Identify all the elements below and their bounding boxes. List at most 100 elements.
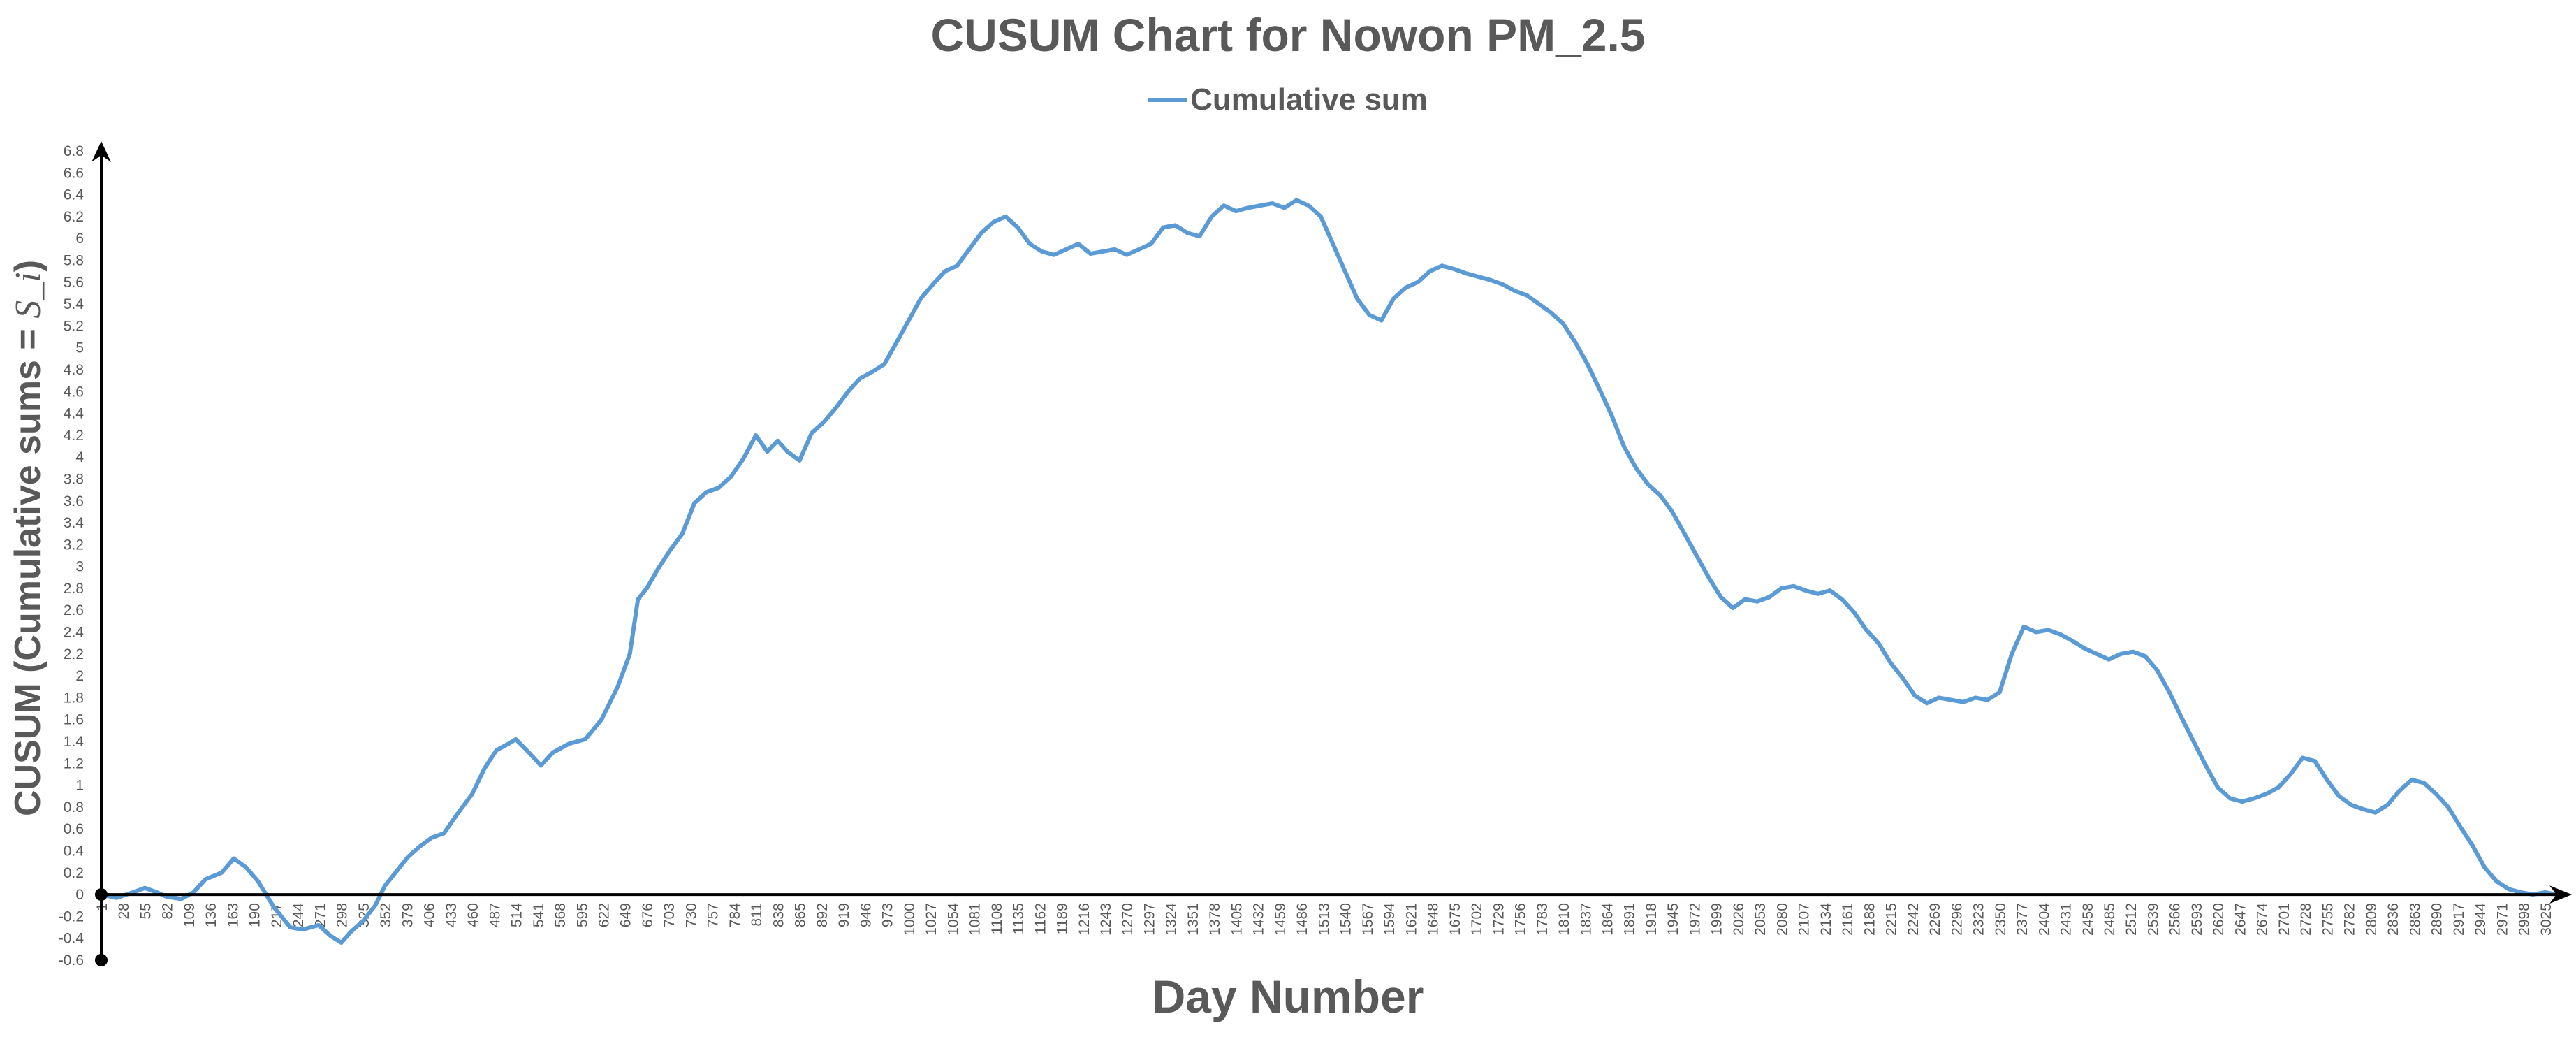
x-tick-label: 1054 — [945, 903, 961, 936]
x-tick-label: 271 — [312, 903, 328, 927]
x-tick-label: 676 — [640, 903, 656, 927]
x-tick-label: 784 — [727, 903, 743, 927]
x-tick-label: 1972 — [1687, 903, 1703, 936]
x-tick-label: 568 — [552, 903, 569, 927]
y-tick-label: 3.8 — [64, 471, 84, 487]
x-tick-label: 2809 — [2364, 903, 2380, 936]
y-tick-label: -0.4 — [59, 931, 85, 947]
x-tick-label: 2512 — [2123, 903, 2139, 936]
y-tick-label: 5.8 — [64, 252, 84, 268]
x-tick-label: 28 — [116, 903, 132, 919]
x-tick-label: 2377 — [2014, 903, 2030, 936]
x-tick-label: 2323 — [1971, 903, 1987, 936]
x-tick-label: 1648 — [1426, 903, 1442, 936]
x-tick-label: 2080 — [1774, 903, 1790, 936]
x-tick-label: 2242 — [1905, 903, 1922, 936]
x-tick-label: 1864 — [1600, 903, 1616, 936]
y-tick-label: 0.6 — [64, 821, 84, 837]
y-tick-label: 4 — [75, 449, 84, 465]
x-tick-label: 1486 — [1294, 903, 1310, 936]
x-tick-label: 136 — [203, 903, 219, 927]
x-tick-label: 514 — [509, 903, 525, 927]
x-tick-label: 1513 — [1316, 903, 1332, 936]
x-tick-label: 190 — [247, 903, 263, 927]
y-tick-label: 6.2 — [64, 209, 84, 225]
x-tick-label: 811 — [749, 903, 765, 926]
y-tick-label: 3 — [75, 559, 84, 575]
x-tick-label: 1135 — [1011, 903, 1027, 934]
x-tick-label: 1621 — [1403, 903, 1419, 936]
x-tick-label: 163 — [225, 903, 241, 927]
x-tick-label: 2053 — [1752, 903, 1769, 936]
x-tick-label: 1594 — [1382, 903, 1398, 936]
y-tick-label: -0.2 — [59, 908, 84, 925]
x-tick-label: 2836 — [2385, 903, 2401, 936]
x-tick-label: 1702 — [1469, 903, 1485, 936]
y-tick-label: 0.2 — [64, 865, 84, 881]
y-tick-label: 0.4 — [64, 843, 85, 860]
x-tick-label: 1837 — [1578, 903, 1594, 936]
x-tick-label: 1162 — [1032, 903, 1048, 934]
x-tick-label: 1810 — [1556, 903, 1572, 936]
chart-title: CUSUM Chart for Nowon PM_2.5 — [930, 9, 1646, 61]
x-tick-label: 1027 — [923, 903, 939, 936]
x-tick-label: 2863 — [2407, 903, 2423, 936]
x-tick-label: 2161 — [1840, 903, 1856, 936]
x-tick-label: 1756 — [1513, 903, 1529, 936]
x-axis-label: Day Number — [1152, 971, 1424, 1022]
y-tick-label: 6.6 — [64, 165, 84, 181]
x-tick-label: 460 — [465, 903, 481, 927]
x-tick-label: 55 — [138, 903, 154, 919]
x-tick-label: 2971 — [2494, 903, 2510, 936]
x-tick-label: 1405 — [1229, 903, 1245, 936]
x-tick-label: 2593 — [2189, 903, 2205, 936]
y-tick-label: 2.4 — [64, 625, 85, 641]
x-tick-label: 2215 — [1884, 903, 1900, 936]
y-tick-label: 6 — [75, 231, 84, 247]
y-tick-label: 3.6 — [64, 493, 84, 509]
x-tick-label: 1999 — [1709, 903, 1725, 936]
x-tick-label: 1324 — [1164, 903, 1180, 936]
x-tick-label: 865 — [793, 903, 809, 927]
x-tick-label: 2620 — [2211, 903, 2227, 936]
y-tick-label: 0 — [75, 887, 84, 903]
x-tick-label: 3025 — [2538, 903, 2554, 936]
y-tick-label: 2.2 — [64, 646, 84, 662]
y-tick-label: 3.4 — [64, 515, 85, 531]
x-tick-label: 2998 — [2517, 903, 2533, 936]
x-tick-label: 2917 — [2451, 903, 2467, 936]
x-tick-label: 1891 — [1622, 903, 1638, 936]
legend-swatch — [1148, 98, 1188, 102]
x-tick-label: 352 — [378, 903, 394, 927]
y-tick-label: 2 — [75, 668, 84, 684]
y-tick-label: 5.6 — [64, 275, 84, 291]
x-tick-label: 2107 — [1796, 903, 1813, 936]
y-tick-label: 4.4 — [64, 406, 85, 422]
x-tick-label: 1729 — [1491, 903, 1507, 936]
x-tick-label: 2350 — [1993, 903, 2009, 936]
x-tick-label: 2566 — [2167, 903, 2183, 936]
y-tick-label: -0.6 — [59, 952, 84, 969]
x-tick-label: 2755 — [2320, 903, 2336, 936]
y-axis-arrow-icon — [92, 141, 111, 162]
x-tick-label: 2431 — [2058, 903, 2074, 936]
y-tick-label: 1 — [75, 778, 84, 794]
x-tick-label: 379 — [400, 903, 416, 927]
y-tick-label: 1.2 — [64, 755, 84, 771]
x-tick-label: 541 — [531, 903, 547, 927]
x-tick-label: 2674 — [2255, 903, 2271, 936]
x-tick-label: 2458 — [2080, 903, 2096, 936]
series-line-cumulative-sum — [99, 198, 2559, 945]
x-tick-label: 1243 — [1098, 903, 1114, 936]
legend: Cumulative sum — [0, 82, 2576, 117]
y-axis-end-dot-icon — [95, 954, 108, 966]
x-tick-label: 1540 — [1338, 903, 1354, 936]
x-tick-label: 2296 — [1949, 903, 1965, 936]
x-tick-label: 2944 — [2473, 903, 2489, 936]
x-tick-label: 406 — [422, 903, 438, 927]
y-tick-label: 2.6 — [64, 602, 84, 618]
x-tick-label: 1216 — [1076, 903, 1092, 936]
x-tick-label: 1945 — [1665, 903, 1681, 936]
x-tick-label: 1189 — [1055, 903, 1071, 934]
